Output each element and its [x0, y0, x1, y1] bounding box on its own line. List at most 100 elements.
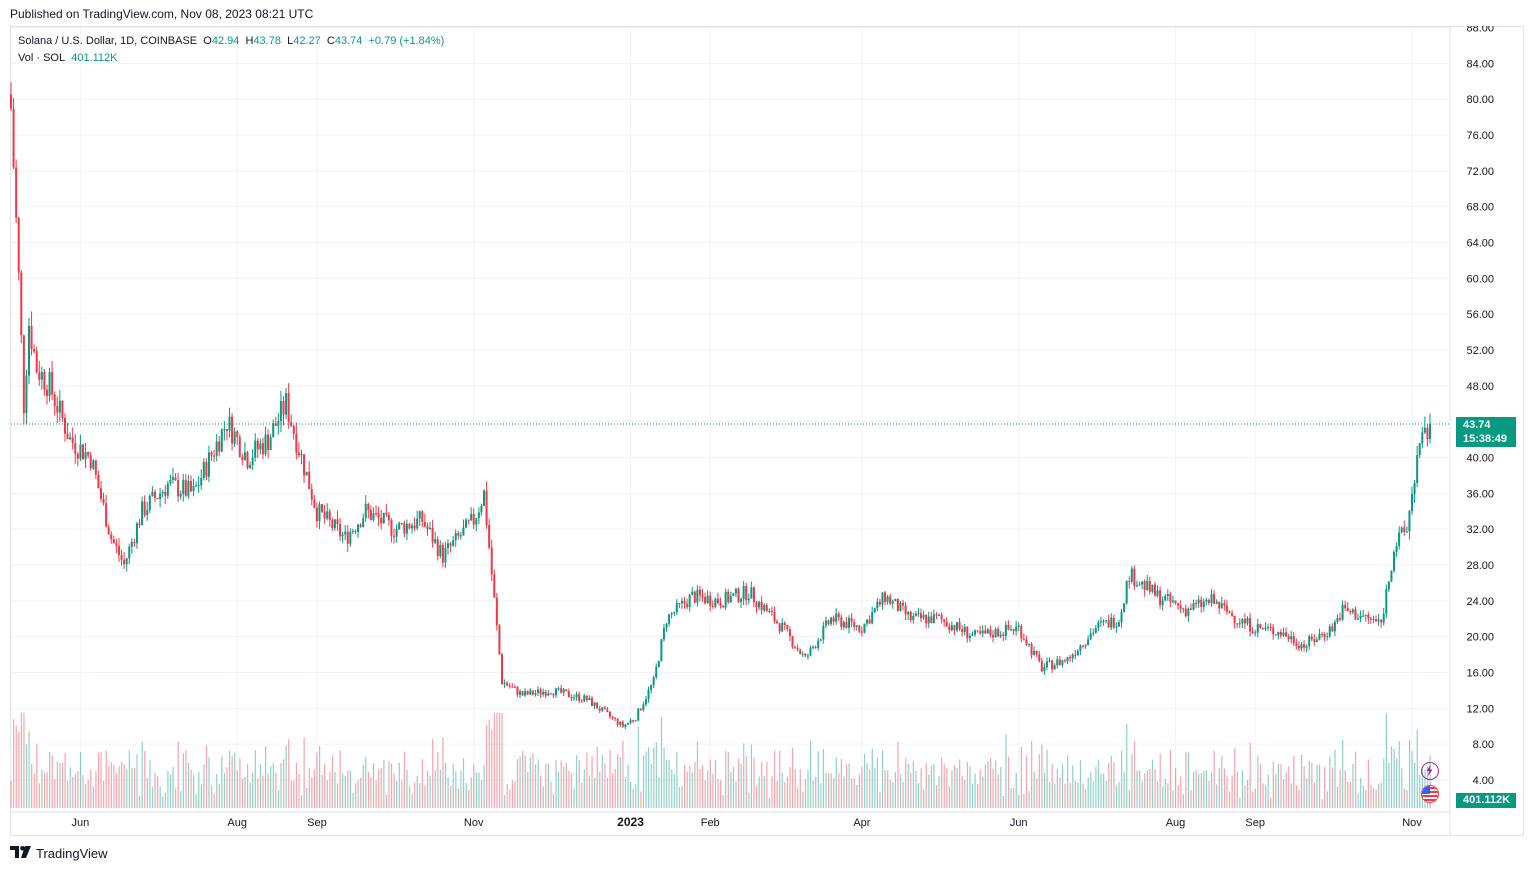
- candle-body: [534, 693, 537, 695]
- candle-body: [781, 622, 784, 632]
- candle-body: [1166, 593, 1169, 597]
- candle-body: [1300, 644, 1303, 649]
- volume-bar: [414, 782, 416, 808]
- candle-body: [619, 721, 622, 725]
- volume-bar: [969, 766, 971, 808]
- candle-body: [259, 443, 262, 450]
- volume-bar: [984, 764, 986, 808]
- candle-body: [670, 613, 673, 615]
- volume-bar: [223, 773, 226, 808]
- candle-body: [565, 689, 568, 692]
- candle-body: [601, 707, 604, 711]
- candle-body: [1367, 614, 1370, 619]
- volume-bar: [655, 742, 657, 808]
- volume-bar: [1187, 752, 1190, 808]
- us-flag-icon[interactable]: [1421, 785, 1439, 803]
- volume-bar: [645, 751, 647, 808]
- volume-bar: [239, 758, 241, 808]
- candle-body: [1133, 568, 1136, 587]
- volume-bar: [1049, 781, 1051, 808]
- volume-bar: [1139, 770, 1141, 808]
- volume-label[interactable]: Vol · SOL: [18, 52, 66, 64]
- candle-body: [1105, 620, 1108, 622]
- volume-bar: [583, 769, 585, 808]
- candle-body: [914, 613, 917, 617]
- candle-body: [1161, 600, 1164, 606]
- volume-bar: [1244, 785, 1246, 808]
- candle-body: [333, 519, 336, 529]
- volume-bar: [1367, 759, 1370, 808]
- volume-bar: [442, 737, 444, 808]
- volume-bar: [115, 773, 118, 808]
- candle-body: [66, 433, 69, 440]
- price-axis: 4.00 8.00 12.00 16.00 20.00 24.00 28.00 32.00 36…: [1449, 0, 1534, 836]
- volume-bar: [1378, 783, 1380, 808]
- axis-top-mask: [1450, 0, 1534, 26]
- legend-low: 42.27: [293, 35, 321, 47]
- volume-bar: [362, 764, 364, 808]
- chart-frame[interactable]: [10, 26, 1524, 836]
- candle-body: [1146, 580, 1149, 590]
- candle-body: [588, 698, 591, 701]
- candle-body: [1416, 455, 1419, 483]
- last-price-tag: 43.74 15:38:49: [1456, 417, 1516, 447]
- candle-body: [578, 694, 581, 701]
- volume-bar: [791, 747, 794, 808]
- volume-bar: [113, 764, 115, 808]
- volume-bar: [182, 753, 184, 808]
- candle-body: [886, 596, 889, 602]
- volume-bar: [504, 795, 506, 808]
- volume-bar: [1403, 788, 1405, 808]
- candle-body: [1223, 603, 1226, 606]
- volume-bar: [745, 756, 747, 808]
- candle-body: [827, 620, 830, 624]
- candle-body: [740, 599, 743, 602]
- volume-bar: [974, 773, 976, 808]
- volume-bar: [128, 750, 130, 808]
- volume-bar: [1059, 777, 1061, 808]
- candle-body: [346, 531, 349, 544]
- candle-body: [1094, 627, 1097, 633]
- volume-bar: [912, 761, 914, 808]
- volume-bar: [465, 783, 467, 808]
- tradingview-logo[interactable]: TradingView: [10, 845, 108, 861]
- candle-body: [1027, 643, 1030, 645]
- candle-body: [1326, 636, 1329, 638]
- candle-body: [961, 629, 964, 633]
- candle-body: [279, 400, 282, 422]
- volume-bar: [689, 765, 691, 808]
- volume-bar: [966, 761, 968, 808]
- candle-body: [896, 599, 899, 612]
- volume-bar: [1280, 764, 1282, 808]
- volume-bar: [1092, 781, 1094, 808]
- volume-bar: [349, 770, 352, 808]
- volume-bar: [64, 753, 66, 808]
- candle-body: [429, 527, 432, 529]
- volume-bar: [290, 780, 292, 808]
- candle-body: [711, 605, 714, 607]
- lightning-icon[interactable]: [1421, 762, 1439, 780]
- volume-bar: [1336, 786, 1339, 808]
- candle-body: [1359, 616, 1362, 619]
- candle-body: [174, 477, 177, 481]
- volume-bar: [344, 775, 346, 808]
- candle-body: [1249, 618, 1252, 632]
- legend-symbol[interactable]: Solana / U.S. Dollar, 1D, COINBASE: [18, 35, 198, 47]
- candle-body: [567, 691, 570, 698]
- volume-bar: [982, 776, 984, 808]
- candle-body: [385, 512, 388, 515]
- candle-body: [87, 452, 90, 456]
- candles: [10, 82, 1431, 730]
- volume-bar: [1226, 776, 1228, 808]
- volume-bar: [190, 769, 192, 808]
- candle-body: [71, 437, 74, 443]
- candle-body: [372, 513, 375, 520]
- candle-body: [796, 647, 799, 650]
- volume-bar: [1154, 769, 1156, 808]
- candle-body: [1063, 660, 1066, 662]
- candle-body: [102, 498, 105, 504]
- candle-body: [274, 423, 277, 426]
- volume-bar: [72, 776, 74, 808]
- candle-body: [1125, 581, 1128, 604]
